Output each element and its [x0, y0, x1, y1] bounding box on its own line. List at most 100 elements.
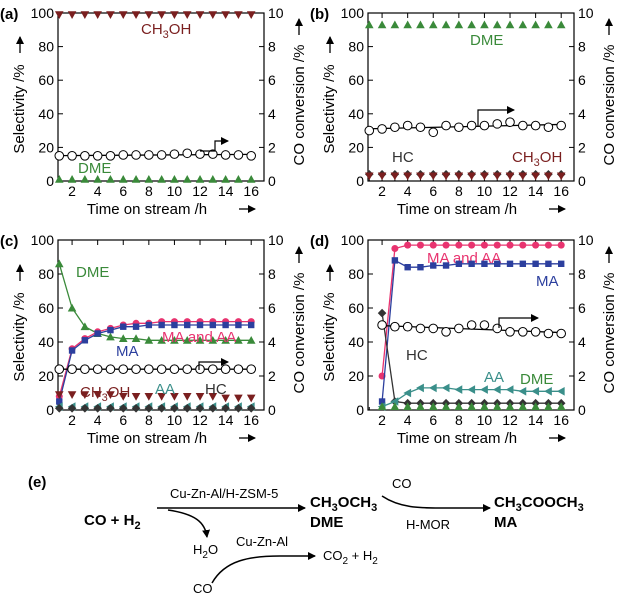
- y2-tick-label: 2: [268, 139, 276, 155]
- y2-tick-label: 4: [268, 106, 276, 122]
- data-point: [467, 402, 476, 411]
- data-point: [390, 172, 400, 181]
- data-point: [530, 327, 541, 337]
- data-point: [378, 398, 386, 405]
- data-point: [416, 172, 425, 181]
- y-tick-label: 60: [348, 300, 364, 316]
- data-point: [131, 175, 141, 183]
- data-point: [518, 327, 528, 337]
- data-point: [208, 404, 218, 413]
- data-point: [92, 151, 103, 161]
- data-point: [404, 264, 411, 271]
- data-point: [120, 323, 127, 330]
- series-label: DME: [76, 264, 109, 281]
- y2-tick-label: 6: [268, 300, 276, 316]
- data-point: [234, 394, 243, 403]
- data-point: [454, 172, 464, 181]
- y2-tick-label: 0: [578, 173, 586, 189]
- data-point: [480, 385, 488, 394]
- y-tick-label: 80: [348, 39, 364, 55]
- water-label: H2O: [193, 542, 218, 561]
- y-tick-label: 60: [38, 72, 54, 88]
- data-point: [182, 175, 192, 183]
- data-point: [364, 125, 375, 136]
- data-point: [81, 337, 89, 344]
- data-point: [235, 321, 242, 329]
- data-point: [364, 172, 374, 181]
- y2-tick-label: 6: [268, 72, 276, 88]
- data-point: [246, 364, 257, 375]
- data-point: [246, 175, 256, 183]
- data-point: [481, 260, 488, 267]
- data-point: [195, 11, 205, 19]
- data-point: [544, 241, 552, 249]
- data-point: [403, 402, 412, 411]
- data-point: [454, 323, 464, 334]
- data-point: [157, 404, 166, 413]
- y2-tick-label: 4: [578, 106, 586, 122]
- data-point: [402, 321, 413, 332]
- series-label: AA: [484, 369, 504, 386]
- data-point: [492, 385, 501, 394]
- data-point: [54, 404, 64, 413]
- y2-tick-label: 8: [268, 266, 276, 282]
- data-point: [80, 322, 90, 331]
- data-point: [492, 402, 502, 411]
- arrow-water-gas-shift: [211, 552, 316, 584]
- data-point: [131, 150, 141, 160]
- data-point: [80, 391, 90, 399]
- y2-tick-label: 2: [578, 368, 586, 384]
- data-point: [505, 20, 515, 29]
- y2-tick-label: 8: [578, 39, 586, 55]
- data-point: [494, 260, 501, 267]
- data-point: [195, 392, 205, 401]
- series-label: DME: [78, 160, 111, 177]
- data-point: [246, 11, 256, 19]
- data-point: [80, 404, 90, 413]
- data-point: [170, 336, 179, 344]
- data-point: [556, 387, 565, 396]
- data-point: [390, 20, 400, 29]
- data-point: [144, 336, 154, 344]
- x-tick-label: 12: [502, 183, 518, 199]
- data-point: [441, 120, 451, 131]
- ma-name: MA: [494, 514, 517, 531]
- data-point: [518, 387, 527, 396]
- data-point: [377, 172, 387, 181]
- y2-tick-label: 2: [578, 139, 586, 155]
- data-point: [157, 11, 166, 19]
- data-point: [157, 392, 166, 401]
- y-tick-label: 80: [348, 266, 364, 282]
- data-point: [54, 175, 64, 183]
- data-point: [248, 321, 255, 329]
- y2-tick-label: 10: [578, 232, 594, 248]
- series-co-conversion: [54, 364, 257, 375]
- data-point: [144, 175, 154, 183]
- data-point: [195, 336, 205, 344]
- data-point: [480, 20, 489, 29]
- data-point: [417, 264, 424, 271]
- ma-formula: CH3COOCH3: [494, 494, 584, 514]
- series-ma: [378, 257, 565, 405]
- series-aa: [377, 383, 565, 411]
- x-tick-label: 4: [94, 183, 102, 199]
- data-point: [492, 119, 503, 129]
- data-point: [519, 260, 527, 267]
- data-point: [106, 175, 115, 183]
- data-point: [131, 404, 141, 413]
- data-point: [402, 120, 413, 131]
- data-point: [131, 11, 141, 19]
- data-point: [195, 149, 205, 159]
- y-tick-label: 40: [348, 334, 364, 350]
- x-tick-label: 12: [502, 412, 518, 428]
- series-co-conversion: [364, 117, 567, 138]
- data-point: [403, 388, 412, 398]
- data-point: [209, 321, 217, 329]
- data-point: [170, 392, 179, 401]
- y2-tick-label: 4: [578, 334, 586, 350]
- data-point: [544, 402, 553, 411]
- data-point: [441, 383, 450, 393]
- data-point: [467, 20, 476, 29]
